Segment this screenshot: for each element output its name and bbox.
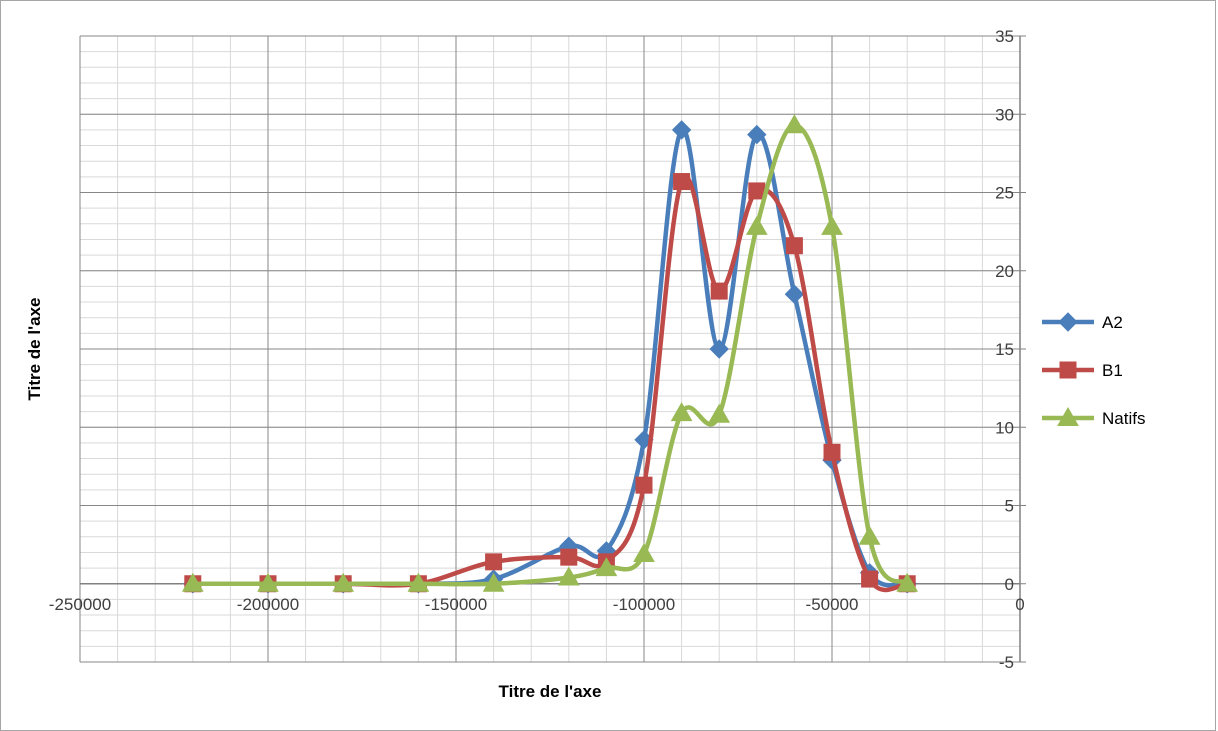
data-point [407,572,430,592]
legend-swatch-marker [1058,312,1078,332]
data-point [635,476,653,494]
data-point [560,548,578,566]
x-axis-title: Titre de l'axe [499,682,602,701]
y-tick-label: 15 [995,340,1014,359]
data-point [861,570,879,588]
data-point [896,572,919,592]
data-point [671,120,692,140]
data-point [633,543,655,563]
x-tick-label: 0 [1015,595,1024,614]
data-point [821,215,843,235]
x-tick-label: -250000 [49,595,111,614]
data-point [332,572,355,592]
legend-item-natifs: Natifs [1042,406,1145,428]
x-tick-label: -150000 [425,595,487,614]
data-point [595,557,618,577]
data-point [745,215,768,235]
series-natifs [181,114,919,592]
x-tick-label: -200000 [237,595,299,614]
data-point [485,553,503,571]
series-line [192,122,909,587]
series-layer [181,114,919,594]
data-point [747,124,767,145]
legend-label: B1 [1102,361,1123,380]
data-point [784,284,805,304]
series-line [192,127,908,588]
legend-label: A2 [1102,313,1123,332]
data-point [858,525,881,545]
data-point [482,572,505,592]
legend-item-a2: A2 [1042,312,1123,332]
series-b1 [184,173,916,593]
y-tick-label: 25 [995,184,1014,203]
data-point [557,566,580,586]
data-point [710,282,728,300]
y-tick-label: 30 [995,105,1014,124]
legend-swatch-marker [1059,361,1077,379]
legend-label: Natifs [1102,409,1145,428]
y-tick-label: 10 [995,418,1014,437]
y-tick-label: 0 [1005,575,1014,594]
x-tick-label: -50000 [806,595,859,614]
y-axis-title: Titre de l'axe [25,298,44,401]
y-tick-label: -5 [999,653,1014,672]
data-point [708,403,731,423]
data-point [823,443,841,461]
data-point [181,572,204,592]
data-point [785,237,803,255]
legend-swatch-marker [1057,406,1079,426]
y-tick-label: 5 [1005,497,1014,516]
data-point [257,572,279,592]
legend: A2 B1 Natifs [1042,312,1145,428]
x-tick-labels: -250000 -200000 -150000 -100000 -50000 0 [49,595,1025,614]
y-tick-labels: -5 0 5 10 15 20 25 30 35 [995,27,1026,672]
data-point [673,173,691,191]
legend-item-b1: B1 [1042,361,1123,380]
y-tick-label: 20 [995,262,1014,281]
data-point [670,402,693,422]
data-point [709,339,729,359]
y-tick-label: 35 [995,27,1014,46]
data-point [783,114,806,134]
series-a2 [183,120,917,594]
x-tick-label: -100000 [613,595,675,614]
